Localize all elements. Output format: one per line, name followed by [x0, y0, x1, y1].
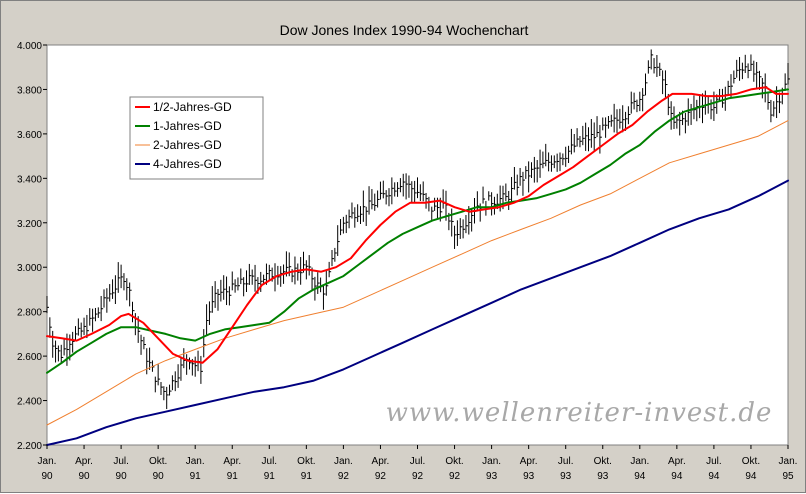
- x-tick-label: Jul.: [113, 456, 129, 467]
- legend-label: 4-Jahres-GD: [153, 157, 222, 171]
- x-tick-label: Apr.: [223, 456, 241, 467]
- x-tick-label: 95: [782, 471, 794, 482]
- x-tick-label: Jul.: [558, 456, 574, 467]
- x-tick-label: Okt.: [594, 456, 612, 467]
- x-tick-label: 92: [449, 471, 461, 482]
- x-tick-label: Jul.: [410, 456, 426, 467]
- legend-label: 1-Jahres-GD: [153, 119, 222, 133]
- series-lines: [46, 86, 789, 446]
- x-tick-label: Jan.: [779, 456, 798, 467]
- x-tick-label: 92: [375, 471, 387, 482]
- x-tick-label: 91: [227, 471, 239, 482]
- x-tick-label: Jan.: [186, 456, 205, 467]
- x-tick-label: Jan.: [630, 456, 649, 467]
- legend: 1/2-Jahres-GD 1-Jahres-GD 2-Jahres-GD 4-Jah…: [129, 96, 264, 180]
- x-tick-label: 93: [560, 471, 572, 482]
- x-tick-label: 94: [634, 471, 646, 482]
- x-tick-label: 93: [597, 471, 609, 482]
- x-tick-label: 91: [264, 471, 276, 482]
- x-tick-label: Okt.: [742, 456, 760, 467]
- series-line: [46, 88, 789, 374]
- y-tick-label: 2.600: [17, 352, 42, 363]
- x-tick-label: 92: [412, 471, 424, 482]
- x-tick-label: Apr.: [668, 456, 686, 467]
- x-tick-label: Jul.: [262, 456, 278, 467]
- x-tick-label: 93: [523, 471, 535, 482]
- x-tick-label: Apr.: [75, 456, 93, 467]
- y-tick-label: 3.400: [17, 174, 42, 185]
- x-tick-label: Okt.: [445, 456, 463, 467]
- x-axis: Jan. 90 Apr. 90 Jul. 90 Okt. 90 Jan. 91 Apr. 91 Jul.…: [38, 445, 798, 482]
- price-bars: [46, 49, 790, 410]
- series-line: [46, 120, 789, 426]
- x-tick-label: Jan.: [482, 456, 501, 467]
- x-tick-label: Apr.: [520, 456, 538, 467]
- series-line: [46, 179, 789, 446]
- y-tick-label: 3.600: [17, 130, 42, 141]
- y-tick-label: 2.400: [17, 397, 42, 408]
- x-tick-label: 94: [708, 471, 720, 482]
- chart-title: Dow Jones Index 1990-94 Wochenchart: [280, 22, 529, 38]
- x-tick-label: 90: [41, 471, 53, 482]
- x-tick-label: Jul.: [706, 456, 722, 467]
- legend-label: 1/2-Jahres-GD: [153, 100, 232, 114]
- x-tick-label: Okt.: [149, 456, 167, 467]
- x-tick-label: Jan.: [38, 456, 57, 467]
- x-tick-label: Apr.: [372, 456, 390, 467]
- x-tick-label: 90: [153, 471, 165, 482]
- legend-label: 2-Jahres-GD: [153, 138, 222, 152]
- y-tick-label: 3.000: [17, 263, 42, 274]
- legend-box: [129, 96, 264, 180]
- series-line: [46, 86, 789, 364]
- y-tick-label: 3.800: [17, 85, 42, 96]
- x-tick-label: 90: [78, 471, 90, 482]
- y-tick-label: 3.200: [17, 219, 42, 230]
- y-tick-label: 2.800: [17, 308, 42, 319]
- x-tick-label: 93: [486, 471, 498, 482]
- x-tick-label: 92: [338, 471, 350, 482]
- x-tick-label: Jan.: [334, 456, 353, 467]
- x-tick-label: 90: [116, 471, 128, 482]
- x-tick-label: Okt.: [297, 456, 315, 467]
- y-tick-label: 4.000: [17, 41, 42, 52]
- y-axis: 2.200 2.400 2.600 2.800 3.000 3.200 3.400 3.600…: [17, 41, 47, 452]
- x-tick-label: 94: [671, 471, 683, 482]
- watermark-text: www.wellenreiter-invest.de: [386, 398, 773, 428]
- y-tick-label: 2.200: [17, 441, 42, 452]
- x-tick-label: 91: [301, 471, 313, 482]
- x-tick-label: 94: [745, 471, 757, 482]
- x-tick-label: 91: [190, 471, 202, 482]
